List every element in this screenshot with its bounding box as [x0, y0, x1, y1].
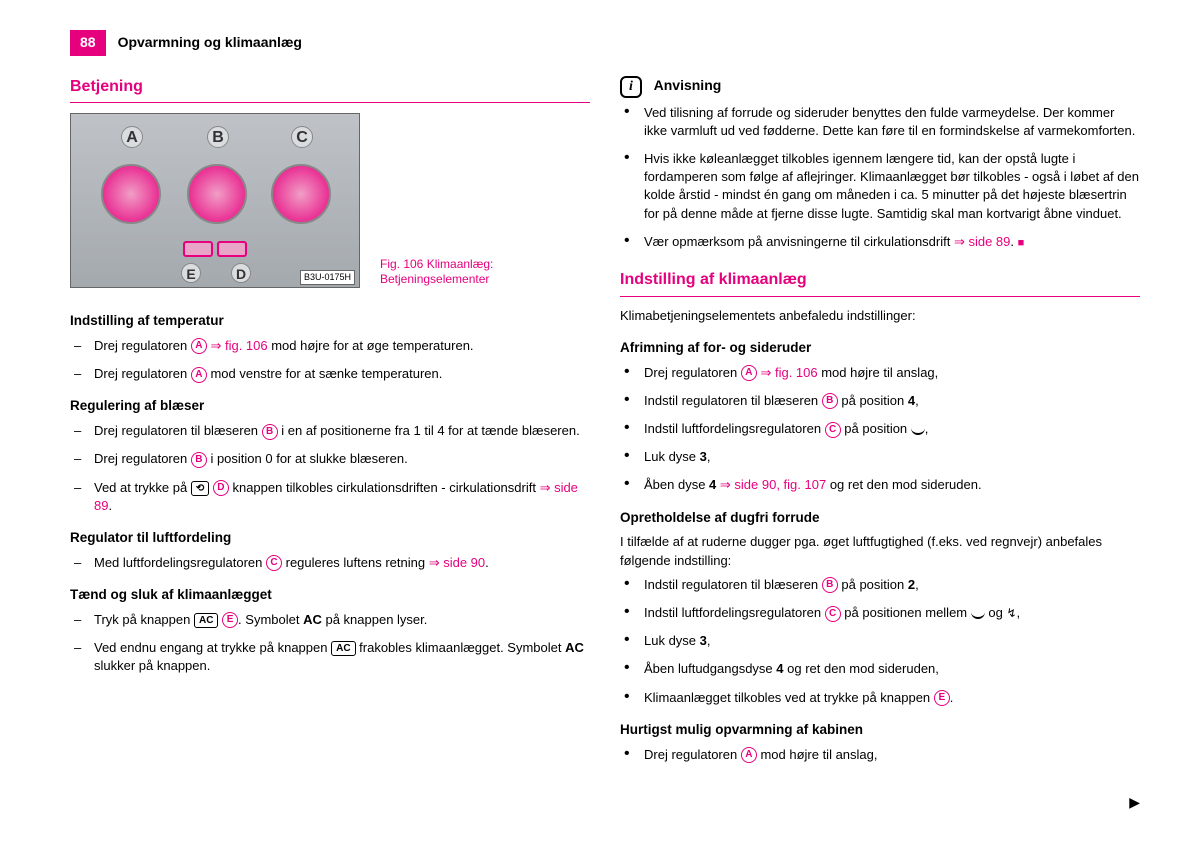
figure-id: B3U-0175H — [300, 270, 355, 285]
list-airdist: Med luftfordelingsregulatoren C regulere… — [70, 554, 590, 572]
list-item: Drej regulatoren til blæseren B i en af … — [70, 422, 590, 440]
list-item: Åben dyse 4 ⇒ side 90, fig. 107 og ret d… — [620, 476, 1140, 494]
list-item: Ved endnu engang at trykke på knappen AC… — [70, 639, 590, 675]
list-item: Tryk på knappen AC E. Symbolet AC på kna… — [70, 611, 590, 629]
dial-label-e: E — [181, 263, 201, 283]
figure-106: A B C E D B3U-0175H — [70, 113, 360, 288]
sub-defrost: Afrimning af for- og sideruder — [620, 339, 1140, 358]
dial-label-b: B — [207, 126, 229, 148]
right-column: i Anvisning Ved tilisning af forrude og … — [620, 76, 1140, 774]
dial-label-c: C — [291, 126, 313, 148]
left-column: Betjening A B C E D B3U-0175H — [70, 76, 590, 774]
list-item: Åben luftudgangsdyse 4 og ret den mod si… — [620, 660, 1140, 678]
info-icon: i — [620, 76, 642, 98]
list-item: Klimaanlægget tilkobles ved at trykke på… — [620, 689, 1140, 707]
list-item: Indstil luftfordelingsregulatoren C på p… — [620, 604, 1140, 622]
list-temp: Drej regulatoren A ⇒ fig. 106 mod højre … — [70, 337, 590, 383]
sub-temp: Indstilling af temperatur — [70, 312, 590, 331]
list-item: Drej regulatoren A mod venstre for at sæ… — [70, 365, 590, 383]
list-item: Drej regulatoren B i position 0 for at s… — [70, 450, 590, 468]
list-blower: Drej regulatoren til blæseren B i en af … — [70, 422, 590, 515]
list-item: Ved tilisning af forrude og sideruder be… — [620, 104, 1140, 140]
list-defrost: Drej regulatoren A ⇒ fig. 106 mod højre … — [620, 364, 1140, 495]
list-item: Ved at trykke på ⟲ D knappen tilkobles c… — [70, 479, 590, 515]
list-item: Drej regulatoren A ⇒ fig. 106 mod højre … — [70, 337, 590, 355]
list-item: Drej regulatoren A mod højre til anslag, — [620, 746, 1140, 764]
sub-airdist: Regulator til luftfordeling — [70, 529, 590, 548]
info-heading: i Anvisning — [620, 76, 1140, 98]
list-item: Indstil luftfordelingsregulatoren C på p… — [620, 420, 1140, 438]
list-item: Med luftfordelingsregulatoren C regulere… — [70, 554, 590, 572]
figure-caption: Fig. 106 Klimaanlæg: Betjeningselementer — [380, 257, 493, 288]
sub-fastheat: Hurtigst mulig opvarmning af kabinen — [620, 721, 1140, 740]
list-item: Hvis ikke køleanlægget tilkobles igennem… — [620, 150, 1140, 223]
section-title-indstilling: Indstilling af klimaanlæg — [620, 269, 1140, 296]
list-fogfree: Indstil regulatoren til blæseren B på po… — [620, 576, 1140, 707]
list-info: Ved tilisning af forrude og sideruder be… — [620, 104, 1140, 252]
list-fastheat: Drej regulatoren A mod højre til anslag, — [620, 746, 1140, 764]
header-title: Opvarmning og klimaanlæg — [118, 33, 302, 53]
list-item: Luk dyse 3, — [620, 632, 1140, 650]
sub-ac: Tænd og sluk af klimaanlægget — [70, 586, 590, 605]
dial-label-d: D — [231, 263, 251, 283]
page-header: 88 Opvarmning og klimaanlæg — [70, 30, 1140, 56]
intro-settings: Klimabetjeningselementets anbefaledu ind… — [620, 307, 1140, 325]
continue-arrow-icon: ▶ — [1129, 793, 1140, 813]
dial-label-a: A — [121, 126, 143, 148]
sub-blower: Regulering af blæser — [70, 397, 590, 416]
list-item: Vær opmærksom på anvisningerne til cirku… — [620, 233, 1140, 251]
section-title-betjening: Betjening — [70, 76, 590, 103]
intro-fogfree: I tilfælde af at ruderne dugger pga. øge… — [620, 533, 1140, 569]
list-item: Indstil regulatoren til blæseren B på po… — [620, 392, 1140, 410]
page-number: 88 — [70, 30, 106, 56]
list-ac: Tryk på knappen AC E. Symbolet AC på kna… — [70, 611, 590, 676]
list-item: Drej regulatoren A ⇒ fig. 106 mod højre … — [620, 364, 1140, 382]
list-item: Luk dyse 3, — [620, 448, 1140, 466]
sub-fogfree: Opretholdelse af dugfri forrude — [620, 509, 1140, 528]
list-item: Indstil regulatoren til blæseren B på po… — [620, 576, 1140, 594]
